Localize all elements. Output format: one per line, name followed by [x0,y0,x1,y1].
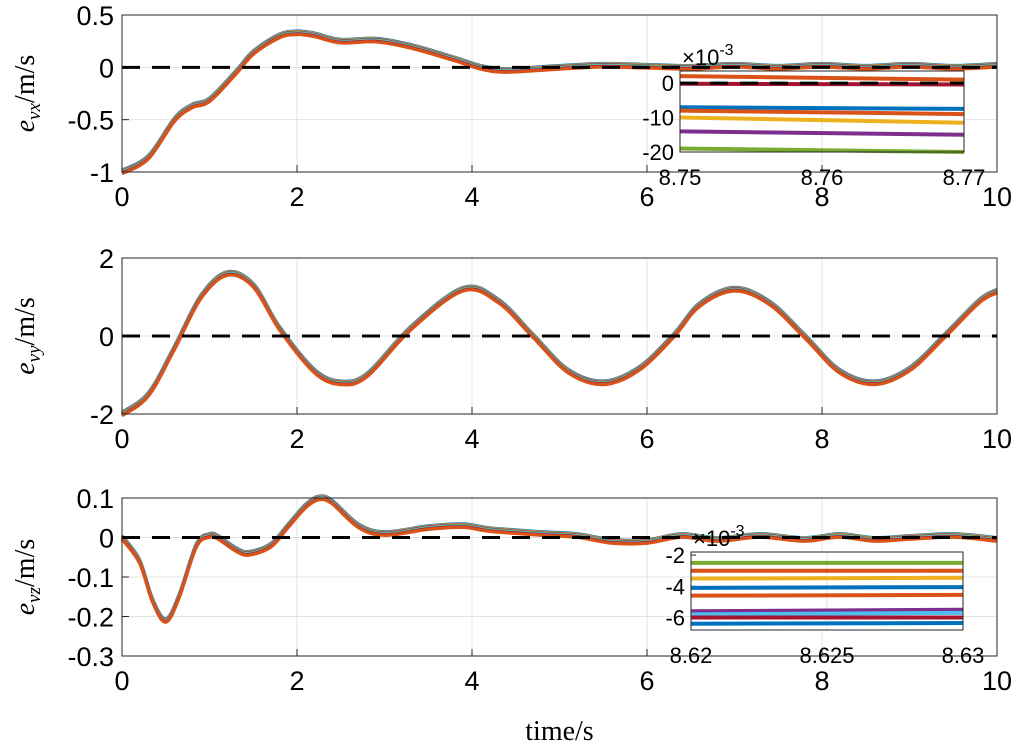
inset-x-tick-label: 8.62 [670,643,713,668]
inset-series-line-3 [690,575,964,581]
x-tick-label: 4 [464,424,479,454]
subplot-3: 0 2 4 6 8 10 0.1 0 -0.1 -0.2 -0.3 evz/m/s time/s 8.62… [10,484,1012,747]
exponent-power: -3 [730,523,744,540]
inset-y-tick-label: -6 [665,606,685,631]
y-tick-label: 2 [99,244,114,274]
inset-series-line-4 [679,108,965,117]
axes-box [121,497,998,657]
x-tick-label: 6 [639,666,654,696]
inset-y-tick-label: -10 [642,106,674,131]
inset-x-tick-label: 8.77 [943,165,986,190]
subplot-1: 0 2 4 6 8 10 0.5 0 -0.5 -1 evx/m/s 8.75 8.76 8.77 0 -10… [10,1,1012,212]
x-tick-label: 8 [814,182,829,212]
inset-y-tick-label: -2 [665,543,685,568]
x-tick-label: 6 [639,424,654,454]
x-tick-label: 4 [464,182,479,212]
y-tick-label: -1 [90,158,114,188]
y-tick-label: -0.1 [67,563,114,593]
inset-series-line-4 [690,585,964,590]
x-tick-label: 0 [114,424,129,454]
inset-axes-box [679,70,965,153]
ylabel-unit: /m/s [10,297,41,345]
inset-series-line-5 [690,592,964,598]
inset-series-line-3 [679,105,965,111]
inset-series-line-6 [690,607,964,614]
y-tick-label: 0 [99,322,114,352]
inset-x-tick-label: 8.75 [659,165,702,190]
series-line-7 [121,32,998,176]
ylabel-subscript: vy [24,345,45,362]
y-tick-label: -2 [90,400,114,430]
ylabel-symbol: e [10,362,41,374]
y-axis-label: evy/m/s [10,297,45,375]
x-tick-label: 0 [114,182,129,212]
x-tick-label: 8 [814,666,829,696]
x-tick-label: 8 [814,424,829,454]
y-tick-label: 0.1 [76,484,114,514]
inset-series-line-7 [679,146,965,154]
ylabel-subscript: vx [24,102,45,119]
y-axis-label: evx/m/s [10,55,45,133]
y-tick-label: 0 [99,524,114,554]
x-tick-label: 10 [982,424,1012,454]
x-tick-label: 10 [982,666,1012,696]
inset-series-line-7 [690,610,964,617]
x-tick-label: 2 [289,182,304,212]
exponent-power: -3 [719,42,733,59]
inset-y-tick-label: -4 [665,574,685,599]
y-axis-label: evz/m/s [10,539,45,616]
inset-y-tick-label: 0 [662,71,674,96]
y-tick-label: -0.2 [67,603,114,633]
inset-exponent-label: ×10-3 [682,42,734,70]
x-tick-label: 6 [639,182,654,212]
x-tick-label: 0 [114,666,129,696]
exponent-base: ×10 [682,45,719,70]
inset-x-tick-label: 8.63 [942,643,985,668]
inset-zoom: 8.75 8.76 8.77 0 -10 -20 ×10-3 [642,42,985,190]
ylabel-unit: /m/s [10,55,41,103]
series-line-7 [120,497,998,624]
inset-x-tick-label: 8.625 [799,643,854,668]
inset-axes-box [690,551,964,631]
inset-series-line-6 [679,129,965,137]
y-tick-label: -0.5 [67,106,114,136]
inset-exponent-label: ×10-3 [693,523,745,551]
inset-series-line-9 [690,620,964,626]
inset-series-line-1 [679,74,965,82]
y-tick-label: -0.3 [67,642,114,672]
inset-zoom: 8.62 8.625 8.63 -2 -4 -6 ×10-3 [665,523,984,668]
inset-x-tick-label: 8.76 [801,165,844,190]
x-tick-label: 2 [289,666,304,696]
x-tick-label: 4 [464,666,479,696]
exponent-base: ×10 [693,526,730,551]
axes-box [121,14,998,173]
x-tick-label: 2 [289,424,304,454]
inset-series-line-5 [679,115,965,125]
ylabel-symbol: e [10,120,41,132]
ylabel-subscript: vz [24,586,45,602]
series-line-7 [121,273,998,418]
inset-y-tick-label: -20 [642,140,674,165]
x-axis-label: time/s [525,716,593,747]
x-tick-label: 10 [982,182,1012,212]
ylabel-symbol: e [10,603,41,615]
y-tick-label: 0 [99,53,114,83]
y-tick-label: 0.5 [76,1,114,31]
axes-box [121,257,998,415]
ylabel-unit: /m/s [10,539,41,587]
